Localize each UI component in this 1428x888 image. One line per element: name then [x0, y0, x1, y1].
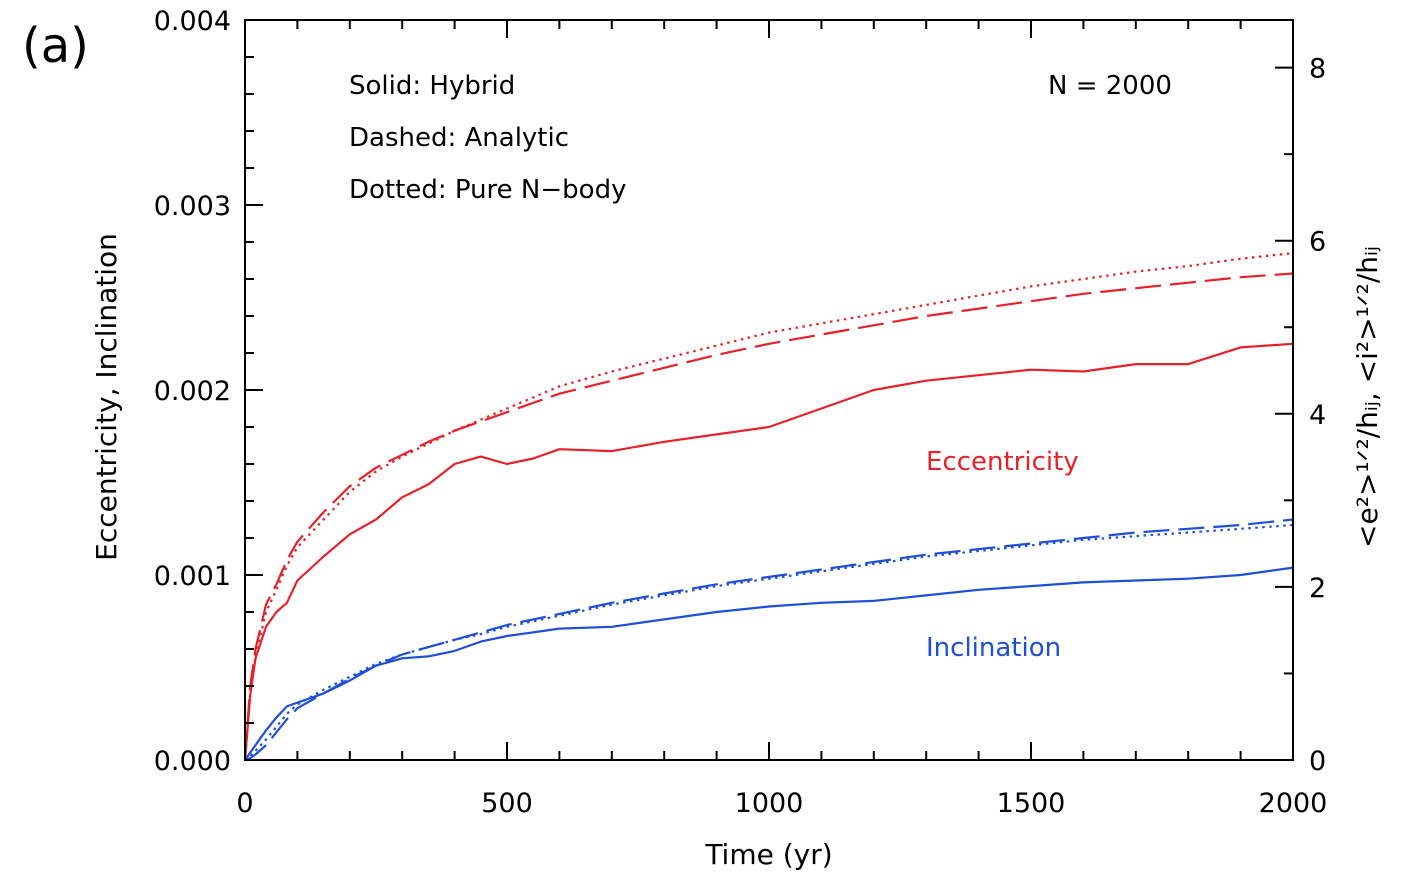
x-axis-label: Time (yr): [704, 838, 832, 871]
legend-dashed: Dashed: Analytic: [349, 123, 569, 153]
legend-dotted: Dotted: Pure N−body: [349, 175, 626, 205]
x-tick-label: 2000: [1259, 788, 1328, 819]
inclination-label: Inclination: [926, 633, 1061, 663]
y-tick-label: 0.001: [154, 561, 231, 592]
legend-solid: Solid: Hybrid: [349, 71, 515, 101]
y-axis-label: Eccentricity, Inclination: [90, 233, 123, 561]
inclination-dashed-line: [244, 518, 1294, 762]
y2-tick-label: 2: [1309, 573, 1326, 604]
series-layer: [243, 252, 1294, 762]
panel-label: (a): [22, 18, 89, 74]
x-tick-label: 1000: [735, 788, 804, 819]
y2-tick-label: 4: [1309, 400, 1326, 431]
x-tick-label: 500: [481, 788, 533, 819]
x-tick-label: 0: [236, 788, 253, 819]
plot-frame: [244, 19, 1294, 761]
eccentricity-solid-line: [243, 342, 1294, 761]
eccentricity-dashed-line: [243, 272, 1294, 761]
eccentricity-label: Eccentricity: [926, 447, 1079, 477]
x-tick-label: 1500: [997, 788, 1066, 819]
y-tick-label: 0.003: [154, 191, 231, 222]
y2-tick-label: 6: [1309, 227, 1326, 258]
y2-tick-label: 0: [1309, 746, 1326, 777]
eccentricity-dotted-line: [243, 252, 1294, 761]
y-tick-label: 0.004: [154, 6, 231, 37]
y-tick-label: 0.002: [154, 376, 231, 407]
n-label: N = 2000: [1048, 71, 1172, 101]
inclination-dotted-line: [244, 523, 1294, 761]
y2-tick-label: 8: [1309, 54, 1326, 85]
y-tick-label: 0.000: [154, 746, 231, 777]
inclination-solid-line: [244, 566, 1294, 761]
y2-axis-label: <e²>¹ᐟ²/hᵢⱼ, <i²>¹ᐟ²/hᵢⱼ: [1351, 246, 1384, 548]
ticks-layer: 0 500 1000 1500 2000 0.000 0.001 0.002 0.003 0.00…: [154, 6, 1328, 819]
